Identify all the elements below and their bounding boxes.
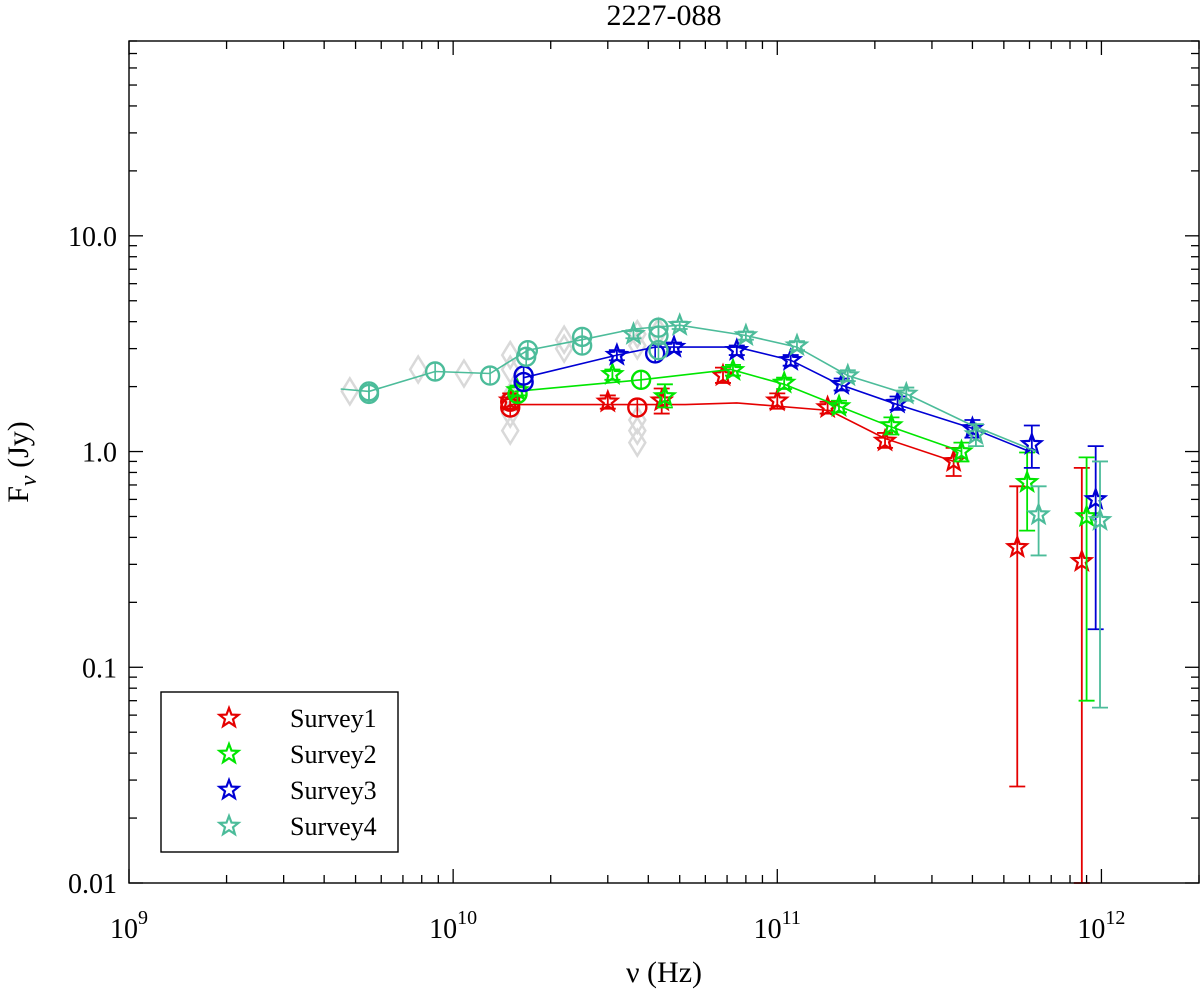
x-tick-exponent: 11 bbox=[782, 907, 801, 929]
data-point-star bbox=[720, 357, 746, 381]
data-point-star bbox=[1083, 486, 1109, 511]
x-tick-base: 10 bbox=[754, 914, 782, 945]
data-point-star bbox=[604, 341, 630, 366]
x-axis-label: ν (Hz) bbox=[626, 956, 702, 989]
x-tick-base: 10 bbox=[110, 914, 138, 945]
data-point-star bbox=[963, 421, 989, 446]
y-axis-label: Fν (Jy) bbox=[2, 421, 42, 503]
x-tick-label: 1012 bbox=[1077, 907, 1125, 945]
legend-label: Survey2 bbox=[290, 740, 377, 769]
x-tick-base: 10 bbox=[1077, 914, 1105, 945]
data-point-star bbox=[621, 321, 646, 345]
data-point-star bbox=[652, 383, 678, 408]
historical-point bbox=[500, 415, 520, 447]
legend-item-survey2: Survey2 bbox=[216, 740, 377, 769]
data-point-star bbox=[1026, 501, 1052, 526]
data-point-star bbox=[1069, 548, 1095, 572]
data-point-star bbox=[667, 312, 693, 336]
data-point-star bbox=[872, 427, 898, 452]
legend-item-survey3: Survey3 bbox=[216, 776, 377, 805]
legend-star-icon bbox=[216, 740, 242, 765]
data-point-star bbox=[771, 369, 797, 394]
chart-title: 2227-088 bbox=[607, 0, 722, 32]
x-tick-exponent: 9 bbox=[138, 907, 148, 929]
data-point-star bbox=[826, 393, 852, 417]
legend-star-icon bbox=[216, 776, 242, 801]
legend-label: Survey4 bbox=[290, 812, 377, 841]
data-point-star bbox=[835, 362, 861, 387]
data-point-star bbox=[1019, 431, 1045, 455]
data-point-star bbox=[1004, 534, 1030, 558]
y-tick-labels: 0.01 0.1 1.0 10.0 bbox=[68, 222, 117, 900]
y-tick-label: 0.1 bbox=[82, 653, 117, 684]
data-point-star bbox=[661, 333, 687, 358]
y-tick-label: 1.0 bbox=[82, 438, 117, 469]
series-survey4 bbox=[340, 312, 1113, 709]
svg-text:Fν (Jy): Fν (Jy) bbox=[2, 421, 42, 503]
legend-box bbox=[160, 691, 399, 853]
y-tick-label: 10.0 bbox=[68, 222, 117, 253]
data-point-star bbox=[948, 438, 974, 463]
y-axis-label-unit: (Jy) bbox=[2, 421, 35, 475]
data-point-star bbox=[1014, 469, 1040, 493]
legend-label: Survey3 bbox=[290, 776, 377, 805]
data-point-star bbox=[595, 388, 621, 413]
historical-point bbox=[554, 324, 574, 356]
data-point-star bbox=[893, 380, 919, 405]
data-point-star bbox=[878, 412, 904, 437]
x-tick-base: 10 bbox=[429, 914, 457, 945]
data-point-star bbox=[599, 361, 625, 385]
x-tick-label: 109 bbox=[110, 907, 148, 945]
legend-item-survey1: Survey1 bbox=[216, 704, 377, 733]
y-axis-label-sub: ν bbox=[16, 475, 42, 486]
historical-point bbox=[454, 358, 474, 389]
x-tick-labels: 109 1010 1011 1012 bbox=[110, 907, 1125, 945]
data-point-star bbox=[959, 415, 985, 440]
data-point-star bbox=[778, 347, 804, 371]
y-tick-label: 0.01 bbox=[68, 869, 117, 900]
y-axis-label-main: F bbox=[2, 486, 35, 503]
historical-point bbox=[627, 415, 647, 447]
x-tick-label: 1010 bbox=[429, 907, 477, 945]
legend-label: Survey1 bbox=[290, 704, 377, 733]
data-point-star bbox=[764, 387, 790, 412]
data-point-star bbox=[1087, 507, 1113, 531]
legend-item-survey4: Survey4 bbox=[216, 812, 377, 841]
historical-point bbox=[500, 339, 520, 371]
x-tick-exponent: 10 bbox=[457, 907, 477, 929]
legend-star-icon bbox=[216, 812, 242, 837]
data-point-star bbox=[733, 322, 759, 347]
historical-point bbox=[627, 427, 647, 459]
data-point-star bbox=[724, 337, 750, 361]
x-tick-exponent: 12 bbox=[1105, 907, 1125, 929]
data-point-star bbox=[710, 362, 736, 387]
historical-point bbox=[408, 354, 428, 385]
historical-point bbox=[340, 376, 360, 407]
historical-point bbox=[627, 330, 647, 361]
data-point-star bbox=[505, 377, 530, 402]
legend: Survey1 Survey2 Survey3 Survey4 bbox=[160, 691, 399, 853]
data-point-star bbox=[1074, 503, 1100, 528]
x-tick-label: 1011 bbox=[754, 907, 801, 945]
axis-ticks bbox=[128, 40, 1200, 884]
series-layer bbox=[340, 312, 1113, 884]
legend-star-icon bbox=[216, 704, 242, 729]
data-point-star bbox=[784, 332, 810, 357]
